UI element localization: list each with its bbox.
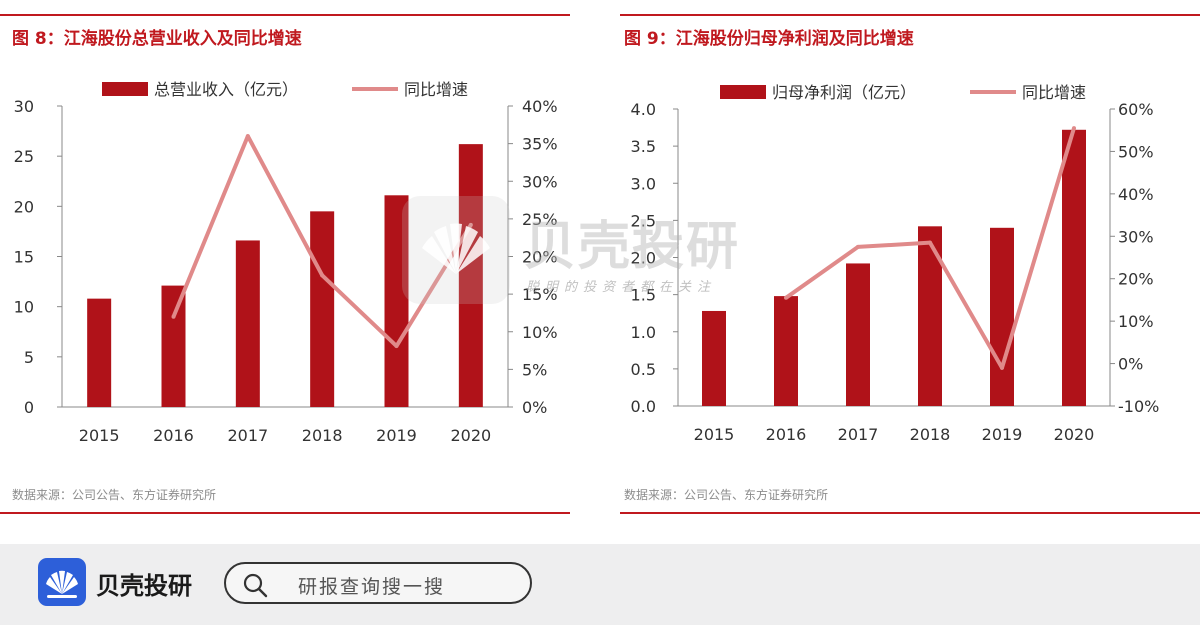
- bottom-rule: [620, 512, 1200, 514]
- search-icon[interactable]: [242, 572, 268, 598]
- chart-title: 图 9：江海股份归母净利润及同比增速: [624, 29, 914, 49]
- legend-label-line: 同比增速: [404, 80, 468, 99]
- bar: [384, 195, 409, 407]
- y-left-tick-label: 20: [14, 197, 34, 216]
- y-right-tick-label: 35%: [522, 135, 558, 154]
- legend-swatch-bar: [720, 85, 766, 99]
- y-left-tick-label: 15: [14, 248, 34, 267]
- chart-source: 数据来源：公司公告、东方证券研究所: [624, 488, 829, 502]
- x-tick-label: 2017: [227, 426, 268, 445]
- y-right-tick-label: 60%: [1118, 100, 1154, 119]
- x-tick-label: 2018: [302, 426, 343, 445]
- y-right-tick-label: -10%: [1118, 397, 1159, 416]
- x-tick-label: 2017: [838, 425, 879, 444]
- y-right-tick-label: 40%: [522, 97, 558, 116]
- legend-label-bar: 总营业收入（亿元）: [154, 80, 298, 99]
- chart-source: 数据来源：公司公告、东方证券研究所: [12, 488, 217, 502]
- y-left-tick-label: 3.5: [631, 137, 656, 156]
- y-right-tick-label: 0%: [1118, 355, 1143, 374]
- bar: [310, 211, 335, 407]
- y-right-tick-label: 10%: [1118, 312, 1154, 331]
- top-rule: [0, 14, 570, 16]
- bar: [774, 296, 798, 406]
- y-left-tick-label: 0: [24, 398, 34, 417]
- footer-bar: 贝壳投研 研报查询搜一搜: [0, 544, 1200, 625]
- x-tick-label: 2018: [910, 425, 951, 444]
- y-left-tick-label: 4.0: [631, 100, 656, 119]
- chart-title: 图 8：江海股份总营业收入及同比增速: [12, 29, 302, 49]
- x-tick-label: 2020: [1054, 425, 1095, 444]
- y-left-tick-label: 0.0: [631, 397, 656, 416]
- growth-point: [245, 134, 250, 139]
- y-left-tick-label: 2.0: [631, 249, 656, 268]
- y-right-tick-label: 10%: [522, 323, 558, 342]
- bar: [1062, 129, 1086, 407]
- x-tick-label: 2016: [766, 425, 807, 444]
- growth-point: [784, 295, 788, 300]
- revenue-chart: 0 5 10 15 20 25 30 0% 5% 10% 15% 20% 25% 30% 35% 40% 201…: [14, 80, 558, 445]
- top-rule: [620, 14, 1200, 16]
- chart-panel-revenue: 图 8：江海股份总营业收入及同比增速 0 5 10 15 20 25 30 0% 5% 10% 15…: [0, 0, 580, 520]
- x-tick-label: 2019: [982, 425, 1023, 444]
- y-right-tick-label: 30%: [522, 172, 558, 191]
- search-box[interactable]: 研报查询搜一搜: [224, 562, 532, 604]
- legend-label-bar: 归母净利润（亿元）: [772, 83, 916, 102]
- y-left-tick-label: 1.5: [631, 286, 656, 305]
- y-right-tick-label: 20%: [1118, 270, 1154, 289]
- y-right-tick-label: 0%: [522, 398, 547, 417]
- y-right-tick-label: 20%: [522, 248, 558, 267]
- y-left-tick-label: 25: [14, 147, 34, 166]
- growth-point: [856, 244, 860, 249]
- growth-point: [1000, 365, 1004, 370]
- y-right-tick-label: 25%: [522, 210, 558, 229]
- legend-label-line: 同比增速: [1022, 83, 1086, 102]
- bar: [235, 240, 260, 407]
- shell-logo-icon[interactable]: [38, 558, 86, 606]
- chart-panel-net-profit: 图 9：江海股份归母净利润及同比增速 0.0 0.5 1.0 1.5 2.0 2.5 3.0…: [610, 0, 1200, 520]
- x-tick-label: 2020: [450, 426, 491, 445]
- bar: [846, 263, 870, 406]
- y-left-tick-label: 30: [14, 97, 34, 116]
- y-right-tick-label: 15%: [522, 285, 558, 304]
- net-profit-chart: 0.0 0.5 1.0 1.5 2.0 2.5 3.0 3.5 4.0 -10% 0% 10% 20% 3…: [631, 83, 1160, 444]
- bar: [161, 285, 186, 407]
- legend-swatch-bar: [102, 82, 148, 96]
- y-left-tick-label: 10: [14, 298, 34, 317]
- bar: [458, 144, 483, 408]
- y-left-tick-label: 5: [24, 348, 34, 367]
- x-tick-label: 2016: [153, 426, 194, 445]
- growth-point: [1072, 126, 1076, 131]
- y-right-tick-label: 30%: [1118, 227, 1154, 246]
- y-right-tick-label: 5%: [522, 360, 547, 379]
- x-tick-label: 2019: [376, 426, 417, 445]
- growth-point: [468, 222, 473, 227]
- search-input[interactable]: 研报查询搜一搜: [298, 576, 446, 598]
- bar: [990, 227, 1014, 406]
- bar: [702, 310, 726, 406]
- x-tick-label: 2015: [79, 426, 120, 445]
- footer-brand[interactable]: 贝壳投研: [96, 572, 192, 600]
- y-left-tick-label: 2.5: [631, 211, 656, 230]
- y-left-tick-label: 1.0: [631, 323, 656, 342]
- growth-point: [171, 314, 176, 319]
- growth-point: [320, 273, 325, 278]
- y-right-tick-label: 40%: [1118, 185, 1154, 204]
- y-right-tick-label: 50%: [1118, 142, 1154, 161]
- growth-point: [928, 240, 932, 245]
- y-left-tick-label: 0.5: [631, 360, 656, 379]
- bottom-rule: [0, 512, 570, 514]
- x-tick-label: 2015: [694, 425, 735, 444]
- growth-point: [394, 344, 399, 349]
- bar: [87, 298, 112, 407]
- y-left-tick-label: 3.0: [631, 174, 656, 193]
